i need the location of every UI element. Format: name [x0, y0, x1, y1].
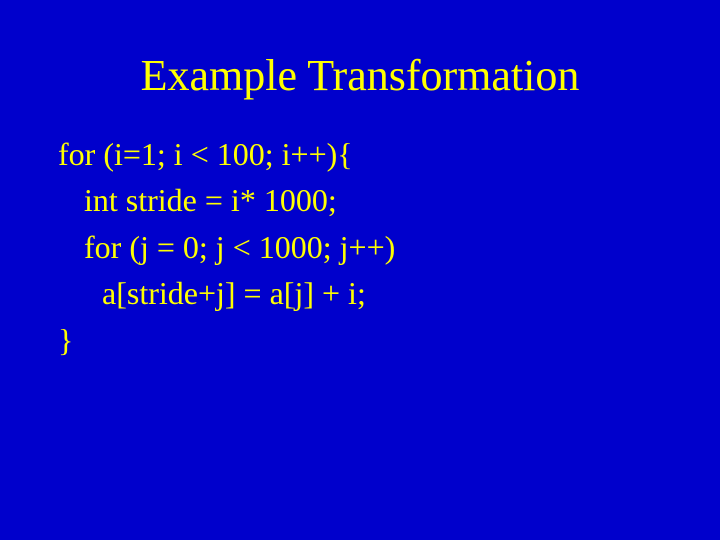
code-line-1: for (i=1; i < 100; i++){: [58, 131, 720, 177]
code-line-2: int stride = i* 1000;: [58, 177, 720, 223]
code-block: for (i=1; i < 100; i++){ int stride = i*…: [0, 131, 720, 363]
code-line-3: for (j = 0; j < 1000; j++): [58, 224, 720, 270]
slide: Example Transformation for (i=1; i < 100…: [0, 0, 720, 540]
code-line-5: }: [58, 317, 720, 363]
slide-title: Example Transformation: [0, 0, 720, 131]
code-line-4: a[stride+j] = a[j] + i;: [58, 270, 720, 316]
